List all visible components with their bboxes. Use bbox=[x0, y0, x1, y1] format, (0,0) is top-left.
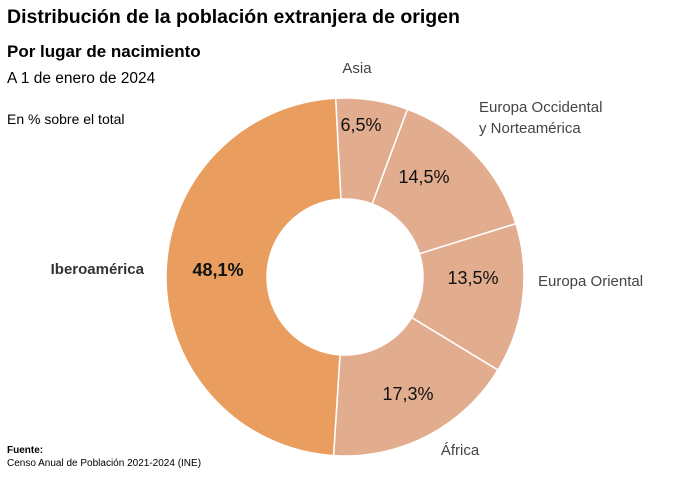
category-label-africa: África bbox=[441, 442, 480, 459]
chart-subtitle: Por lugar de nacimiento bbox=[7, 42, 201, 61]
slice-iberoamerica bbox=[165, 97, 342, 457]
category-label-asia: Asia bbox=[342, 60, 372, 77]
slice-europa-oriental bbox=[410, 222, 525, 372]
chart-date: A 1 de enero de 2024 bbox=[7, 70, 156, 87]
value-label-asia: 6,5% bbox=[340, 115, 381, 135]
value-label-iberoamerica: 48,1% bbox=[192, 260, 243, 280]
chart-unit-note: En % sobre el total bbox=[7, 111, 125, 127]
value-label-africa: 17,3% bbox=[382, 384, 433, 404]
source-text: Censo Anual de Población 2021-2024 (INE) bbox=[7, 458, 202, 469]
category-label-europa-oriental: Europa Oriental bbox=[538, 273, 643, 290]
category-label-europa-occidental-y-norteamerica: Europa Occidental y Norteamérica bbox=[479, 99, 602, 137]
value-label-europa-oriental: 13,5% bbox=[447, 268, 498, 288]
value-label-europa-occidental-y-norteamerica: 14,5% bbox=[398, 167, 449, 187]
category-label-iberoamerica: Iberoamérica bbox=[51, 261, 145, 278]
slice-africa bbox=[332, 316, 499, 457]
chart-title: Distribución de la población extranjera … bbox=[7, 6, 460, 28]
source-label: Fuente: bbox=[7, 445, 44, 456]
slice-europa-occidental-y-norteamerica bbox=[371, 108, 517, 255]
